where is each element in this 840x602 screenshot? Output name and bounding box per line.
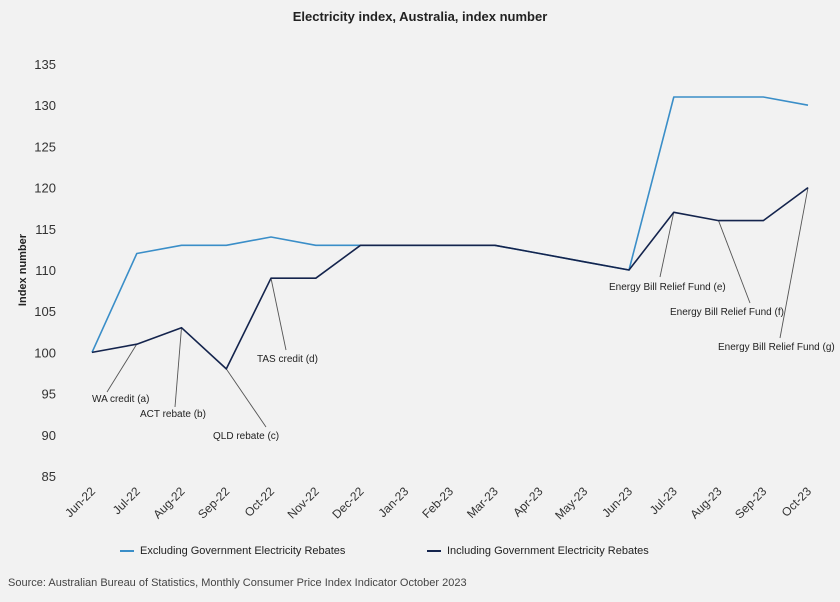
legend-swatch xyxy=(427,550,441,553)
annotation-label: ACT rebate (b) xyxy=(140,409,206,420)
annotation-label: QLD rebate (c) xyxy=(213,431,279,442)
line-chart: 85 90 95 100 105 110 115 120 125 130 135 Jun-22 Jul… xyxy=(17,57,835,522)
annotation-leader-line xyxy=(659,212,675,278)
y-axis-label: Index number xyxy=(17,233,29,306)
annotation-labels: WA credit (a) ACT rebate (b) QLD rebate (c… xyxy=(92,282,835,442)
x-tick-label: Jan-23 xyxy=(376,484,412,520)
y-tick-label: 95 xyxy=(42,387,56,402)
annotation-leader-line xyxy=(718,220,751,304)
x-tick-label: Dec-22 xyxy=(329,484,366,521)
y-tick-label: 125 xyxy=(34,139,56,154)
y-tick-label: 120 xyxy=(34,181,56,196)
x-tick-label: Jun-22 xyxy=(62,484,98,520)
x-tick-label: Jun-23 xyxy=(599,484,635,520)
annotation-label: Energy Bill Relief Fund (f) xyxy=(670,307,784,318)
y-tick-label: 115 xyxy=(35,222,56,237)
legend-item-excluding: Excluding Government Electricity Rebates xyxy=(120,545,345,557)
series-lines xyxy=(91,96,809,370)
annotation-leader-line xyxy=(779,187,809,339)
x-tick-label: Aug-22 xyxy=(150,484,187,521)
x-tick-label: May-23 xyxy=(552,484,590,522)
y-tick-label: 105 xyxy=(34,304,56,319)
chart-title: Electricity index, Australia, index numb… xyxy=(292,9,548,24)
annotation-label: TAS credit (d) xyxy=(257,354,318,365)
y-tick-label: 85 xyxy=(42,469,56,484)
x-tick-label: Apr-23 xyxy=(510,484,546,520)
x-tick-label: Sep-22 xyxy=(195,484,232,521)
y-tick-label: 90 xyxy=(42,428,56,443)
legend-label: Excluding Government Electricity Rebates xyxy=(140,545,346,557)
y-tick-label: 135 xyxy=(34,57,56,72)
source-note: Source: Australian Bureau of Statistics,… xyxy=(8,577,467,589)
y-tick-label: 110 xyxy=(35,263,56,278)
x-tick-label: Feb-23 xyxy=(419,484,456,521)
y-tick-label: 130 xyxy=(34,98,56,113)
x-tick-label: Nov-22 xyxy=(285,484,322,521)
annotation-leader-line xyxy=(174,327,182,408)
annotation-leader-line xyxy=(225,368,267,428)
annotation-leader-line xyxy=(270,278,287,351)
y-axis-ticks: 85 90 95 100 105 110 115 120 125 130 135 xyxy=(34,57,56,484)
annotation-label: Energy Bill Relief Fund (e) xyxy=(609,282,726,293)
legend-item-including: Including Government Electricity Rebates xyxy=(427,545,649,557)
x-axis-ticks: Jun-22 Jul-22 Aug-22 Sep-22 Oct-22 Nov-22 Dec-… xyxy=(62,484,814,522)
annotation-leaders xyxy=(106,187,809,428)
x-tick-label: Aug-23 xyxy=(687,484,724,521)
legend-swatch xyxy=(120,550,134,553)
x-tick-label: Oct-22 xyxy=(242,484,278,520)
x-tick-label: Mar-23 xyxy=(464,484,501,521)
annotation-leader-line xyxy=(106,343,138,393)
y-tick-label: 100 xyxy=(34,345,56,360)
legend-label: Including Government Electricity Rebates xyxy=(447,545,649,557)
x-tick-label: Sep-23 xyxy=(732,484,769,521)
x-tick-label: Jul-23 xyxy=(647,484,680,517)
annotation-label: Energy Bill Relief Fund (g) xyxy=(718,342,835,353)
series-line-1 xyxy=(91,186,809,370)
x-tick-label: Oct-23 xyxy=(779,484,815,520)
x-tick-label: Jul-22 xyxy=(110,484,143,517)
annotation-label: WA credit (a) xyxy=(92,394,149,405)
